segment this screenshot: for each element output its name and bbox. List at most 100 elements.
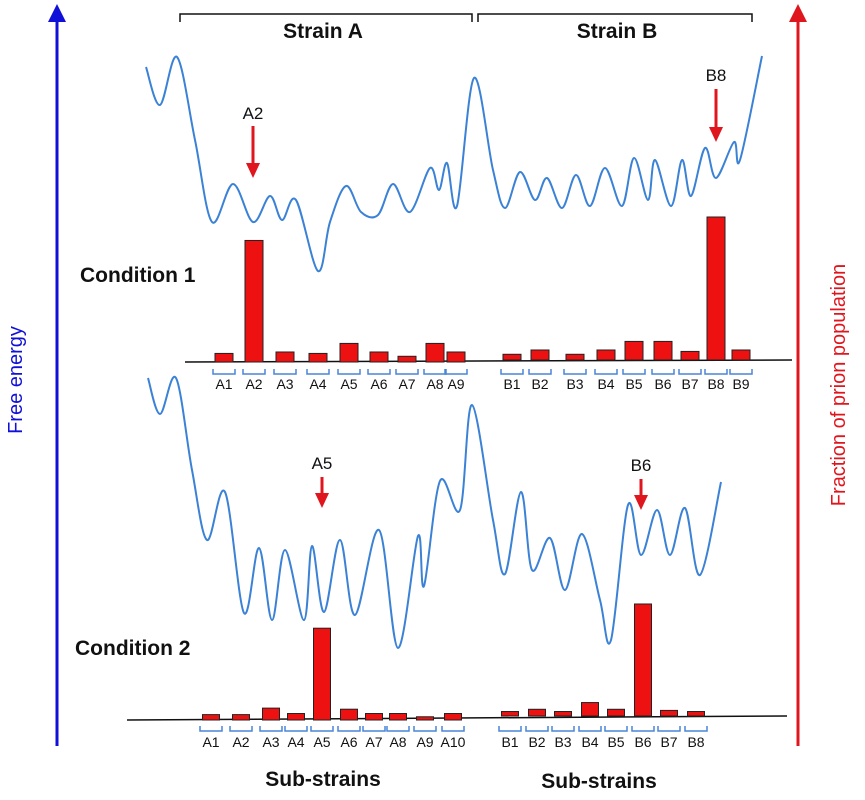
- substrain-bracket: [212, 369, 236, 375]
- sub-strains-label-b: Sub-strains: [541, 770, 657, 793]
- condition-1-strain-a-ticks: A1 A2 A3 A4 A5 A6 A7 A8 A9: [212, 369, 468, 392]
- population-bar-a2: [232, 714, 250, 721]
- condition-2-strain-b-ticks: B1 B2 B3 B4 B5 B6 B7 B8: [498, 726, 708, 750]
- sub-strains-label-a: Sub-strains: [265, 768, 381, 791]
- condition-2-strain-b-bars: [501, 603, 705, 717]
- population-bar-b3: [565, 353, 585, 361]
- substrain-bracket: [199, 726, 223, 732]
- population-bar-b5: [624, 340, 644, 361]
- substrain-bracket: [284, 726, 308, 732]
- substrain-bracket: [551, 726, 575, 732]
- substrain-label-a7: A7: [365, 734, 382, 750]
- substrain-bracket: [657, 726, 681, 732]
- substrain-bracket: [525, 726, 549, 732]
- substrain-label-a4: A4: [287, 734, 304, 750]
- condition-1-label: Condition 1: [80, 264, 196, 287]
- condition-1-energy-landscape: [145, 55, 763, 273]
- substrain-bracket: [729, 369, 753, 375]
- substrain-label-a6: A6: [340, 734, 357, 750]
- substrain-bracket: [651, 369, 675, 375]
- substrain-label-a2: A2: [245, 376, 262, 392]
- population-bar-b2: [528, 708, 546, 717]
- substrain-bracket: [684, 726, 708, 732]
- condition-2-panel: Condition 2 A1 A2 A3 A4 A5 A6 A7 A8 A9 A10 B1 B2 B3…: [75, 375, 788, 750]
- substrain-bracket: [242, 369, 266, 375]
- substrain-label-a10: A10: [441, 734, 466, 750]
- substrain-label-b3: B3: [566, 376, 583, 392]
- condition-2-label: Condition 2: [75, 637, 190, 660]
- substrain-label-a8: A8: [389, 734, 406, 750]
- substrain-bracket: [413, 726, 437, 732]
- dominant-a-label: A2: [243, 104, 264, 123]
- substrain-label-b7: B7: [660, 734, 677, 750]
- substrain-label-a1: A1: [215, 376, 232, 392]
- dominant-b-label: B6: [631, 456, 652, 475]
- dominant-b-arrowhead-icon: [709, 127, 723, 142]
- population-bar-a6: [369, 351, 389, 363]
- population-bar-a8: [389, 713, 407, 721]
- substrain-bracket: [395, 369, 419, 375]
- dominant-a-arrowhead-icon: [315, 493, 329, 508]
- population-bar-a9: [446, 351, 466, 363]
- population-bar-b5: [607, 708, 625, 717]
- substrain-label-a1: A1: [202, 734, 219, 750]
- substrain-label-b6: B6: [634, 734, 651, 750]
- condition-1-strain-b-bars: [502, 216, 751, 361]
- substrain-label-b9: B9: [732, 376, 749, 392]
- substrain-label-b8: B8: [687, 734, 704, 750]
- population-axis: Fraction of prion population: [789, 4, 850, 746]
- strain-b-label: Strain B: [577, 20, 658, 43]
- substrain-bracket: [444, 369, 468, 375]
- substrain-label-b5: B5: [625, 376, 642, 392]
- population-bar-b6: [634, 603, 652, 717]
- population-bar-b2: [530, 349, 550, 361]
- dominant-b-label: B8: [706, 66, 727, 85]
- substrain-label-b1: B1: [503, 376, 520, 392]
- substrain-bracket: [604, 726, 628, 732]
- population-bar-b8: [706, 216, 726, 361]
- free-energy-label: Free energy: [5, 326, 27, 434]
- substrain-bracket: [367, 369, 391, 375]
- strain-a-label: Strain A: [283, 20, 363, 43]
- substrain-label-a3: A3: [262, 734, 279, 750]
- substrain-bracket: [310, 726, 334, 732]
- population-bar-a7: [365, 713, 383, 721]
- substrain-label-a3: A3: [276, 376, 293, 392]
- strain-brackets: Strain A Strain B: [179, 13, 753, 43]
- population-bar-a8: [425, 342, 445, 363]
- substrain-bracket: [423, 369, 447, 375]
- population-bar-b9: [731, 349, 751, 361]
- strain-b-bracket: [477, 13, 753, 22]
- substrain-label-a6: A6: [370, 376, 387, 392]
- population-bar-b1: [501, 711, 519, 717]
- substrain-bracket: [441, 726, 465, 732]
- substrain-label-a4: A4: [309, 376, 326, 392]
- condition-1-strain-a-bars: [214, 239, 466, 363]
- condition-2-strain-a-ticks: A1 A2 A3 A4 A5 A6 A7 A8 A9 A10: [199, 726, 466, 750]
- substrain-bracket: [498, 726, 522, 732]
- population-bar-a3: [275, 351, 295, 363]
- population-bar-a1: [214, 352, 234, 363]
- substrain-label-b2: B2: [531, 376, 548, 392]
- substrain-bracket: [229, 726, 253, 732]
- condition-1-strain-b-ticks: B1 B2 B3 B4 B5 B6 B7 B8 B9: [500, 369, 753, 392]
- substrain-bracket: [622, 369, 646, 375]
- substrain-label-a9: A9: [416, 734, 433, 750]
- free-energy-arrowhead-icon: [48, 4, 66, 22]
- substrain-label-b6: B6: [654, 376, 671, 392]
- substrain-label-b4: B4: [581, 734, 598, 750]
- substrain-label-b2: B2: [528, 734, 545, 750]
- population-bar-a9: [416, 716, 434, 721]
- population-bar-b4: [581, 702, 599, 717]
- substrain-bracket: [704, 369, 728, 375]
- substrain-bracket: [563, 369, 587, 375]
- population-bar-a6: [340, 708, 358, 721]
- substrain-label-b8: B8: [707, 376, 724, 392]
- condition-1-dominant-b-marker: B8: [706, 66, 727, 142]
- population-bar-a10: [444, 713, 462, 721]
- population-label: Fraction of prion population: [828, 264, 850, 506]
- population-bar-a5: [339, 342, 359, 363]
- substrain-label-a9: A9: [447, 376, 464, 392]
- substrain-label-b3: B3: [554, 734, 571, 750]
